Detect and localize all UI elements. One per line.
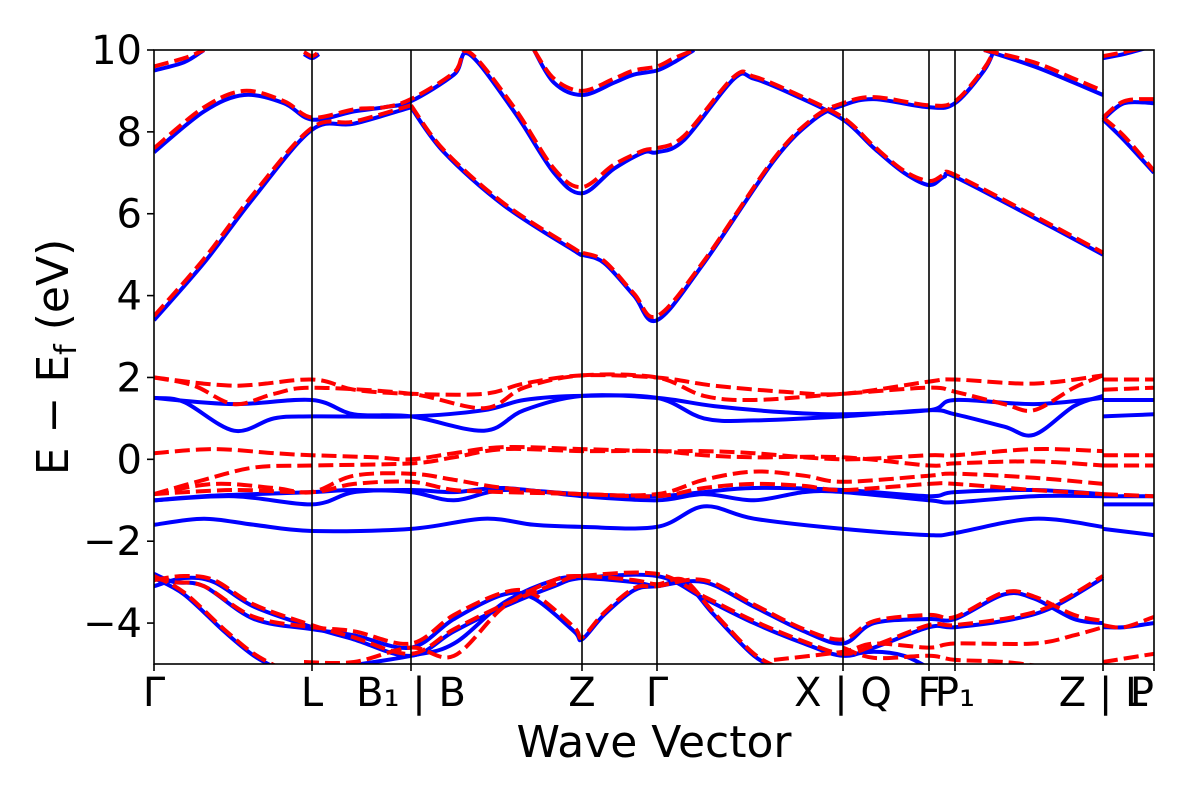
dashed-band-line-2: [409, 50, 996, 320]
dashed-band-line-1: [154, 50, 1104, 255]
dashed-band-line-3: [154, 50, 205, 69]
dashed-band-line-0: [154, 103, 412, 318]
solid-band-line-20: [154, 572, 1104, 650]
solid-band-line-16: [154, 504, 1104, 538]
y-tick-label: 10: [91, 28, 142, 74]
x-tick-label: F: [917, 670, 940, 716]
dashed-band-line-7: [1102, 50, 1144, 59]
dashed-band-line-28: [1102, 651, 1154, 664]
dashed-band-line-11: [154, 372, 1104, 413]
x-tick-label: P₁: [935, 670, 975, 716]
dashed-band-line-22: [154, 570, 1105, 656]
dashed-band-line-6: [983, 50, 1104, 93]
solid-band-line-6: [983, 50, 1104, 97]
y-tick-label: 2: [117, 355, 142, 401]
dashed-band-line-9: [1101, 115, 1154, 173]
solid-band-line-1: [154, 50, 1104, 257]
y-tick-label: 6: [117, 192, 142, 238]
dashed-band-line-20: [1102, 492, 1154, 499]
y-axis-title: E − Ef (eV): [28, 239, 84, 476]
solid-band-line-5: [532, 50, 696, 98]
dashed-band-line-15: [154, 446, 1104, 497]
dashed-band-line-8: [1101, 97, 1154, 120]
x-tick-label: Z: [568, 670, 595, 716]
dashed-band-line-21: [154, 576, 1104, 646]
solid-band-line-23: [347, 575, 771, 664]
solid-band-line-0: [154, 105, 412, 322]
y-tick-label: −4: [83, 601, 142, 647]
x-tick-label: Γ: [143, 670, 166, 716]
x-tick-label: P: [1130, 670, 1154, 716]
y-tick-label: 4: [117, 274, 142, 320]
x-axis-title: Wave Vector: [517, 717, 793, 768]
solid-band-line-13: [1102, 412, 1154, 419]
y-tick-label: 0: [117, 437, 142, 483]
dashed-band-line-14: [154, 444, 1104, 462]
plot-frame: [153, 49, 1155, 665]
dashed-band-line-26: [842, 645, 1039, 664]
kpoint-divider-group: [311, 50, 1104, 664]
dashed-band-line-23: [154, 574, 277, 664]
y-tick-label: −2: [83, 519, 142, 565]
y-tick-label: 8: [117, 110, 142, 156]
x-tick-label: Γ: [646, 670, 669, 716]
x-tick-label: X | Q: [794, 670, 892, 716]
x-tick-group: Γ L B₁ | B Z Γ X | Q FP₁ Z | LP: [143, 664, 1155, 716]
x-tick-label: Z | L: [1059, 670, 1148, 716]
dashed-band-line-10: [154, 373, 1104, 397]
dashed-band-line-13: [1102, 385, 1154, 392]
y-tick-group: −4 −2 0 2 4 6 8 10: [83, 28, 154, 647]
dashed-band-line-27: [1102, 615, 1154, 630]
solid-band-line-19: [1102, 526, 1154, 538]
solid-band-line-7: [1102, 50, 1147, 61]
dashed-band-line-5: [532, 50, 695, 93]
x-tick-label: B₁ | B: [356, 670, 466, 716]
solid-band-line-11: [154, 393, 1104, 433]
x-tick-label: L: [301, 670, 324, 716]
band-series-group: [154, 50, 1154, 664]
